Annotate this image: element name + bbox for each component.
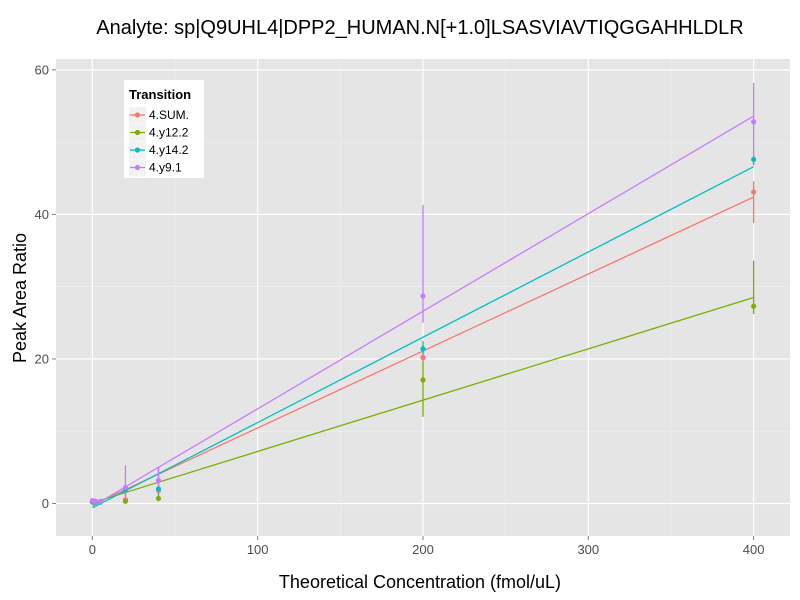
data-point-4-y9-1 xyxy=(98,498,104,504)
y-tick-label: 0 xyxy=(42,496,49,511)
legend-title: Transition xyxy=(129,87,191,102)
y-tick-label: 20 xyxy=(35,351,49,366)
data-point-4-y9-1 xyxy=(155,477,162,483)
y-tick-label: 60 xyxy=(35,62,49,77)
data-point-4-y9-1 xyxy=(751,119,757,125)
data-point-4-y12-2 xyxy=(155,495,162,502)
legend-label-4-y9-1: 4.y9.1 xyxy=(149,161,182,175)
data-point-4-y12-2 xyxy=(420,377,426,383)
y-axis-title: Peak Area Ratio xyxy=(10,233,30,363)
x-tick-label: 100 xyxy=(247,542,269,557)
legend-key-point-4-y14-2 xyxy=(134,147,141,153)
data-point-4-y12-2 xyxy=(751,303,757,309)
axis-ticks: 0 100 200 300 400 0 20 40 60 xyxy=(35,62,765,557)
data-point-4-y14-2 xyxy=(155,486,162,492)
data-point-4-y14-2 xyxy=(420,346,426,352)
legend-label-4-y14-2: 4.y14.2 xyxy=(149,143,189,157)
legend-label-4-sum: 4.SUM. xyxy=(149,108,189,122)
y-tick-label: 40 xyxy=(35,207,49,222)
legend-key-point-4-sum xyxy=(134,112,141,118)
x-axis-title: Theoretical Concentration (fmol/uL) xyxy=(279,572,561,592)
data-point-4-y9-1 xyxy=(420,293,426,299)
data-point-4-y9-1 xyxy=(93,498,99,504)
x-tick-label: 300 xyxy=(577,542,599,557)
legend: Transition 4.SUM. 4.y12.2 4.y14.2 4.y9.1 xyxy=(124,80,204,178)
data-points xyxy=(89,119,757,505)
x-tick-label: 400 xyxy=(743,542,765,557)
chart-title: Analyte: sp|Q9UHL4|DPP2_HUMAN.N[+1.0]LSA… xyxy=(96,17,743,39)
data-point-4-sum xyxy=(420,354,426,361)
fit-line-4-y14-2 xyxy=(92,166,754,509)
legend-key-point-4-y9-1 xyxy=(134,164,141,171)
data-point-4-y14-2 xyxy=(751,156,757,163)
error-bars xyxy=(91,82,755,504)
data-point-4-y9-1 xyxy=(122,484,129,491)
x-tick-label: 200 xyxy=(412,542,434,557)
data-point-4-y12-2 xyxy=(122,498,129,504)
legend-label-4-y12-2: 4.y12.2 xyxy=(149,126,189,140)
legend-key-point-4-y12-2 xyxy=(134,129,141,136)
x-tick-label: 0 xyxy=(89,542,96,557)
data-point-4-sum xyxy=(751,189,757,195)
